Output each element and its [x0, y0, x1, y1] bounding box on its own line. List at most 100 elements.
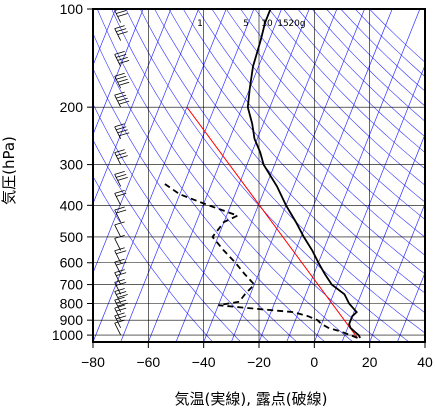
wind-barb — [114, 149, 128, 165]
wind-barb-flag — [116, 299, 127, 304]
isotherm-line — [258, 9, 393, 342]
wind-barb-flag — [114, 312, 125, 317]
wind-barb-flag — [114, 319, 125, 324]
wind-barb — [114, 235, 125, 251]
dry-adiabat — [182, 9, 425, 275]
wind-barb — [114, 51, 130, 67]
isotherm-line — [93, 9, 144, 136]
x-tick-label: −60 — [136, 354, 160, 370]
dry-adiabat — [340, 9, 425, 92]
wind-barb-flag — [116, 291, 127, 295]
wind-barb-staff — [114, 315, 122, 329]
reference-line — [186, 106, 358, 339]
wind-barb-flag — [117, 31, 128, 35]
isotherm-line — [369, 202, 425, 342]
x-tick-label: 40 — [417, 354, 433, 370]
wind-barb-flag — [114, 221, 125, 226]
dry-adiabat — [125, 9, 410, 342]
y-tick-label: 1000 — [52, 327, 83, 343]
dewpoint-profile — [161, 181, 358, 339]
wind-barb — [114, 278, 127, 295]
wind-barb-staff — [114, 272, 122, 285]
dry-adiabat — [111, 9, 382, 342]
dry-adiabat — [93, 139, 242, 342]
dry-adiabat — [283, 9, 425, 153]
dry-adiabat — [168, 9, 425, 294]
wind-barb-flag — [114, 269, 125, 273]
wind-barb-staff — [114, 282, 122, 295]
wind-barb-flag — [114, 51, 125, 55]
wind-barb-flag — [116, 10, 127, 14]
wind-barb-flag — [117, 57, 128, 61]
dry-adiabat — [93, 32, 326, 342]
temperature-profile — [246, 9, 361, 339]
wind-barb-flag — [116, 315, 127, 320]
x-tick-label: 20 — [362, 354, 378, 370]
dry-adiabat — [254, 9, 425, 186]
wind-barb — [114, 91, 130, 108]
isotherm-line — [424, 341, 425, 342]
wind-barb-staff — [114, 250, 122, 263]
wind-barb-staff — [114, 224, 122, 238]
dry-adiabat — [297, 9, 425, 138]
wind-barb-staff — [114, 238, 122, 251]
x-axis-label: 気温(実線), 露点(破線) — [175, 390, 328, 408]
dry-adiabat — [93, 103, 270, 342]
wind-barb-flag — [116, 152, 127, 156]
wind-barb-flag — [116, 28, 127, 32]
dry-adiabat — [240, 9, 425, 203]
wind-barb-staff — [114, 261, 122, 275]
isotherm-line — [93, 9, 227, 342]
wind-barb-flag — [117, 294, 128, 298]
wind-barb — [114, 171, 128, 187]
wind-barb-staff — [114, 307, 122, 321]
dry-adiabat — [97, 9, 354, 342]
isotherm-line — [314, 64, 425, 342]
wind-barb-flag — [114, 304, 125, 309]
wind-barb-flag — [114, 149, 125, 153]
y-tick-label: 400 — [60, 197, 84, 213]
dry-adiabat — [268, 9, 425, 170]
dry-adiabat — [154, 9, 425, 314]
wind-barb — [114, 25, 128, 41]
wind-barb — [114, 206, 127, 223]
wind-barb-staff — [114, 322, 122, 336]
dry-adiabat — [225, 9, 425, 220]
isotherm-line — [93, 9, 199, 274]
dry-adiabat — [354, 9, 425, 77]
wind-barb-flag — [119, 100, 130, 105]
y-tick-label: 600 — [60, 255, 84, 271]
wind-barb — [114, 288, 128, 304]
mixing-ratio-label: 20g — [288, 19, 305, 29]
x-tick-label: −20 — [247, 354, 271, 370]
isotherm-line — [231, 9, 365, 342]
x-tick-label: 0 — [310, 354, 318, 370]
dry-adiabat — [197, 9, 425, 256]
dry-adiabat — [211, 9, 425, 238]
y-axis-label: 気圧(hPa) — [0, 136, 18, 205]
wind-barb-flag — [114, 189, 125, 194]
wind-barb — [114, 296, 128, 313]
wind-barb — [114, 319, 125, 336]
wind-barb-flag — [117, 78, 128, 83]
wind-barb-flag — [117, 97, 128, 102]
y-tick-label: 700 — [60, 277, 84, 293]
mixing-ratio-label: 15 — [277, 19, 288, 29]
wind-barb-flag — [114, 235, 125, 239]
wind-barb — [114, 304, 127, 321]
wind-barb-flag — [114, 278, 125, 283]
wind-barb-flag — [119, 132, 130, 137]
mixing-ratio-label: 5 — [243, 19, 249, 29]
y-tick-label: 200 — [60, 99, 84, 115]
y-tick-label: 800 — [60, 295, 84, 311]
dry-adiabat — [140, 9, 425, 334]
mixing-ratio-label: 10 — [261, 19, 273, 29]
wind-barb-flag — [114, 171, 125, 175]
y-tick-label: 900 — [60, 312, 84, 328]
mixing-ratio-label: 1 — [197, 19, 203, 29]
isotherm-line — [93, 9, 172, 205]
wind-barb-flag — [116, 281, 127, 286]
wind-barb-flag — [117, 155, 128, 159]
